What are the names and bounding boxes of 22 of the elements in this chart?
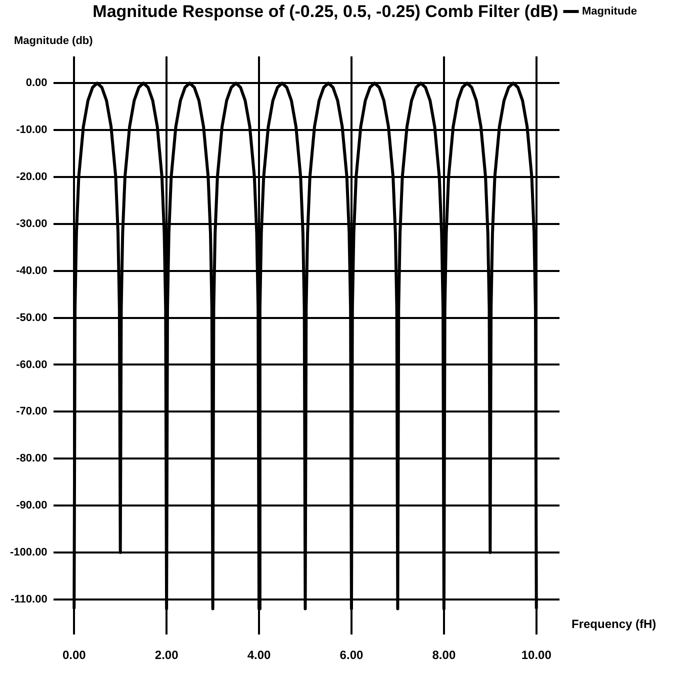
- y-tick-label: -60.00: [16, 358, 48, 371]
- y-tick-label: -100.00: [10, 546, 48, 558]
- x-tick-label: 10.00: [521, 648, 552, 662]
- y-tick-label: -30.00: [16, 218, 48, 230]
- y-tick-label: -50.00: [16, 312, 48, 324]
- y-tick-label: -40.00: [16, 264, 48, 277]
- y-tick-label: 0.00: [26, 77, 48, 90]
- x-tick-label: 8.00: [432, 648, 456, 662]
- y-tick-label: -20.00: [16, 171, 48, 184]
- legend-label: Magnitude: [582, 6, 638, 18]
- y-tick-label: -90.00: [16, 500, 48, 512]
- y-tick-label: -110.00: [10, 593, 48, 606]
- y-tick-label: -10.00: [16, 124, 48, 136]
- x-tick-label: 4.00: [247, 648, 272, 662]
- x-tick-label: 6.00: [340, 648, 364, 662]
- y-axis-title: Magnitude (db): [14, 34, 94, 47]
- x-tick-label: 2.00: [154, 648, 179, 662]
- y-tick-label: -80.00: [16, 452, 48, 465]
- x-tick-label: 0.00: [62, 648, 86, 662]
- y-tick-label: -70.00: [16, 406, 48, 418]
- x-axis-title: Frequency (fH): [572, 616, 656, 631]
- chart-title: Magnitude Response of (-0.25, 0.5, -0.25) Comb Filter (dB): [92, 2, 558, 21]
